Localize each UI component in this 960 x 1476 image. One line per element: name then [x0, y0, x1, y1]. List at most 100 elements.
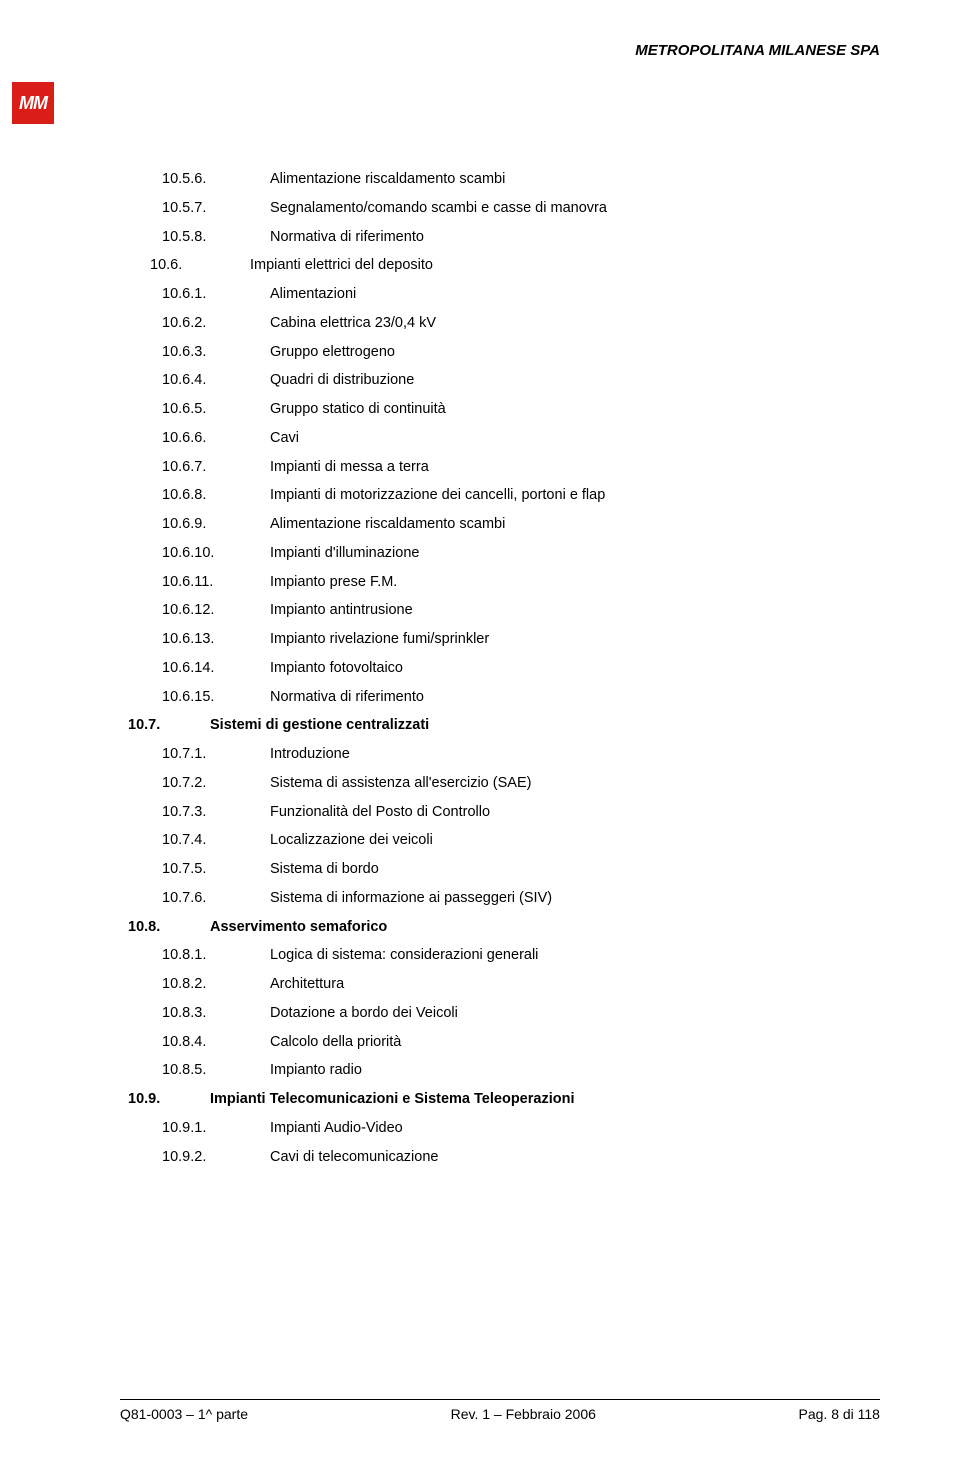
toc-line: 10.8.Asservimento semaforico	[120, 918, 880, 938]
toc-line: 10.8.3.Dotazione a bordo dei Veicoli	[120, 1004, 880, 1024]
toc-number: 10.6.10.	[162, 544, 270, 564]
toc-number: 10.6.11.	[162, 573, 270, 593]
toc-line: 10.6.8.Impianti di motorizzazione dei ca…	[120, 486, 880, 506]
toc-number: 10.7.5.	[162, 860, 270, 880]
toc-number: 10.8.1.	[162, 946, 270, 966]
toc-title: Impianto rivelazione fumi/sprinkler	[270, 630, 880, 650]
toc-number: 10.6.4.	[162, 371, 270, 391]
toc-line: 10.8.5.Impianto radio	[120, 1061, 880, 1081]
toc-title: Alimentazioni	[270, 285, 880, 305]
toc-line: 10.7.6.Sistema di informazione ai passeg…	[120, 889, 880, 909]
toc-line: 10.6.7.Impianti di messa a terra	[120, 458, 880, 478]
footer-center: Rev. 1 – Febbraio 2006	[451, 1406, 596, 1422]
toc-number: 10.9.2.	[162, 1148, 270, 1168]
toc-line: 10.6.4.Quadri di distribuzione	[120, 371, 880, 391]
logo: MM	[12, 82, 54, 124]
toc-line: 10.7.4.Localizzazione dei veicoli	[120, 831, 880, 851]
toc-title: Gruppo statico di continuità	[270, 400, 880, 420]
toc-title: Sistemi di gestione centralizzati	[210, 716, 880, 736]
toc-title: Sistema di assistenza all'esercizio (SAE…	[270, 774, 880, 794]
toc-line: 10.6.9.Alimentazione riscaldamento scamb…	[120, 515, 880, 535]
toc-line: 10.6.13.Impianto rivelazione fumi/sprink…	[120, 630, 880, 650]
toc-line: 10.9.1.Impianti Audio-Video	[120, 1119, 880, 1139]
toc-line: 10.9.Impianti Telecomunicazioni e Sistem…	[120, 1090, 880, 1110]
toc-line: 10.6.1.Alimentazioni	[120, 285, 880, 305]
toc-number: 10.6.8.	[162, 486, 270, 506]
toc-number: 10.7.	[128, 716, 210, 736]
toc-number: 10.6.7.	[162, 458, 270, 478]
toc-title: Impianti elettrici del deposito	[250, 256, 880, 276]
footer-left: Q81-0003 – 1^ parte	[120, 1406, 248, 1422]
toc-number: 10.5.8.	[162, 228, 270, 248]
toc-number: 10.6.14.	[162, 659, 270, 679]
toc-line: 10.8.1.Logica di sistema: considerazioni…	[120, 946, 880, 966]
toc-number: 10.9.	[128, 1090, 210, 1110]
toc-line: 10.5.7.Segnalamento/comando scambi e cas…	[120, 199, 880, 219]
toc-title: Impianti di motorizzazione dei cancelli,…	[270, 486, 880, 506]
toc-title: Calcolo della priorità	[270, 1033, 880, 1053]
toc-number: 10.5.6.	[162, 170, 270, 190]
toc-title: Introduzione	[270, 745, 880, 765]
toc-title: Impianto antintrusione	[270, 601, 880, 621]
toc-line: 10.6.5.Gruppo statico di continuità	[120, 400, 880, 420]
toc-title: Cavi	[270, 429, 880, 449]
toc-line: 10.6.10.Impianti d'illuminazione	[120, 544, 880, 564]
toc-line: 10.6.11.Impianto prese F.M.	[120, 573, 880, 593]
toc-title: Impianto prese F.M.	[270, 573, 880, 593]
toc-number: 10.6.6.	[162, 429, 270, 449]
toc-number: 10.7.1.	[162, 745, 270, 765]
toc-number: 10.7.2.	[162, 774, 270, 794]
toc-title: Alimentazione riscaldamento scambi	[270, 170, 880, 190]
toc-number: 10.6.13.	[162, 630, 270, 650]
toc-title: Dotazione a bordo dei Veicoli	[270, 1004, 880, 1024]
toc-number: 10.6.9.	[162, 515, 270, 535]
toc-line: 10.8.4.Calcolo della priorità	[120, 1033, 880, 1053]
toc-line: 10.7.5.Sistema di bordo	[120, 860, 880, 880]
toc-number: 10.8.2.	[162, 975, 270, 995]
toc-number: 10.6.2.	[162, 314, 270, 334]
toc-title: Impianti d'illuminazione	[270, 544, 880, 564]
toc-number: 10.6.	[150, 256, 250, 276]
toc-title: Localizzazione dei veicoli	[270, 831, 880, 851]
toc-title: Cavi di telecomunicazione	[270, 1148, 880, 1168]
toc-title: Architettura	[270, 975, 880, 995]
toc-line: 10.6.15.Normativa di riferimento	[120, 688, 880, 708]
toc-title: Sistema di bordo	[270, 860, 880, 880]
toc-number: 10.8.4.	[162, 1033, 270, 1053]
toc-title: Segnalamento/comando scambi e casse di m…	[270, 199, 880, 219]
toc-line: 10.6.3.Gruppo elettrogeno	[120, 343, 880, 363]
toc-title: Impianto radio	[270, 1061, 880, 1081]
toc-content: 10.5.6.Alimentazione riscaldamento scamb…	[120, 170, 880, 1176]
toc-title: Impianto fotovoltaico	[270, 659, 880, 679]
toc-number: 10.7.3.	[162, 803, 270, 823]
toc-title: Funzionalità del Posto di Controllo	[270, 803, 880, 823]
toc-number: 10.7.4.	[162, 831, 270, 851]
toc-line: 10.6.2.Cabina elettrica 23/0,4 kV	[120, 314, 880, 334]
footer: Q81-0003 – 1^ parte Rev. 1 – Febbraio 20…	[120, 1399, 880, 1422]
toc-line: 10.7.1.Introduzione	[120, 745, 880, 765]
toc-line: 10.9.2.Cavi di telecomunicazione	[120, 1148, 880, 1168]
toc-title: Asservimento semaforico	[210, 918, 880, 938]
toc-line: 10.5.8.Normativa di riferimento	[120, 228, 880, 248]
toc-title: Cabina elettrica 23/0,4 kV	[270, 314, 880, 334]
toc-line: 10.8.2.Architettura	[120, 975, 880, 995]
toc-title: Gruppo elettrogeno	[270, 343, 880, 363]
toc-number: 10.7.6.	[162, 889, 270, 909]
toc-number: 10.9.1.	[162, 1119, 270, 1139]
toc-line: 10.6.Impianti elettrici del deposito	[120, 256, 880, 276]
logo-text: MM	[19, 93, 47, 114]
toc-number: 10.5.7.	[162, 199, 270, 219]
toc-line: 10.7.2.Sistema di assistenza all'eserciz…	[120, 774, 880, 794]
toc-title: Logica di sistema: considerazioni genera…	[270, 946, 880, 966]
toc-title: Sistema di informazione ai passeggeri (S…	[270, 889, 880, 909]
toc-number: 10.8.5.	[162, 1061, 270, 1081]
toc-number: 10.6.12.	[162, 601, 270, 621]
footer-right: Pag. 8 di 118	[799, 1406, 880, 1422]
toc-line: 10.5.6.Alimentazione riscaldamento scamb…	[120, 170, 880, 190]
toc-title: Quadri di distribuzione	[270, 371, 880, 391]
toc-title: Impianti di messa a terra	[270, 458, 880, 478]
toc-line: 10.6.6.Cavi	[120, 429, 880, 449]
toc-line: 10.6.12.Impianto antintrusione	[120, 601, 880, 621]
toc-number: 10.8.	[128, 918, 210, 938]
toc-title: Normativa di riferimento	[270, 688, 880, 708]
